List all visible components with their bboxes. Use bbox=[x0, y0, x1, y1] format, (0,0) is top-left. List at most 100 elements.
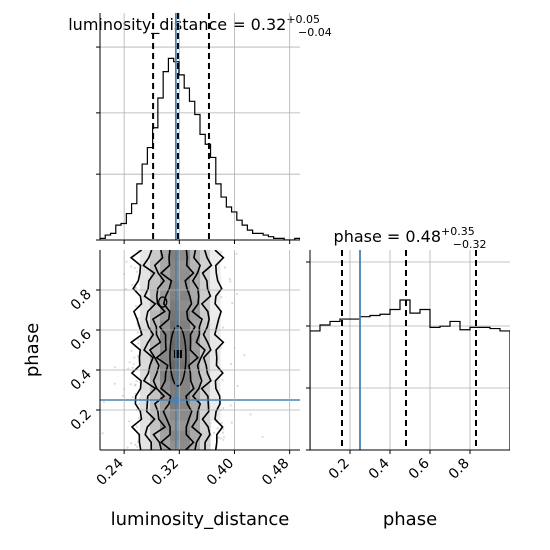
scatter-point bbox=[138, 402, 141, 405]
scatter-point bbox=[131, 283, 134, 287]
title-ld-sub: −0.04 bbox=[298, 26, 332, 39]
scatter-point bbox=[136, 445, 139, 448]
density-cell bbox=[160, 400, 171, 411]
scatter-point bbox=[134, 443, 137, 446]
scatter-point bbox=[129, 383, 132, 386]
scatter-point bbox=[229, 404, 232, 407]
xtick2d-label-2: 0.40 bbox=[204, 456, 237, 489]
density-cell bbox=[140, 350, 151, 361]
y-axis-label-phase: phase bbox=[22, 323, 43, 377]
density-cell bbox=[210, 290, 221, 301]
scatter-point bbox=[135, 379, 138, 383]
density-cell bbox=[160, 350, 171, 361]
scatter-point bbox=[134, 304, 137, 308]
density-cell bbox=[180, 290, 191, 301]
density-cell bbox=[160, 320, 171, 331]
truth-marker bbox=[172, 397, 179, 403]
scatter-point bbox=[137, 342, 140, 345]
density-cell bbox=[180, 320, 191, 331]
histogram-clip bbox=[100, 13, 300, 240]
density-cell bbox=[190, 360, 201, 371]
phase-vs-luminosity-distance-panel: 0.24 0.32 0.40 0.48 0.2 0.4 0.6 0.8 bbox=[68, 250, 300, 489]
ytick2d-label-3: 0.8 bbox=[68, 287, 95, 314]
scatter-point bbox=[222, 406, 225, 410]
density-cell bbox=[190, 310, 201, 321]
density-cell bbox=[140, 360, 151, 371]
density-cell bbox=[150, 310, 161, 321]
density-cell bbox=[200, 330, 211, 341]
contours bbox=[129, 250, 225, 450]
density-cell bbox=[210, 250, 221, 261]
density-cell bbox=[210, 390, 221, 401]
contour-left-3 bbox=[155, 250, 173, 450]
scatter-point bbox=[138, 416, 141, 419]
density-cell bbox=[140, 390, 151, 401]
x-axis-label-luminosity-distance: luminosity_distance bbox=[111, 509, 290, 530]
density-cell bbox=[140, 260, 151, 271]
xtick2d-label-1: 0.32 bbox=[149, 456, 182, 489]
density-cell bbox=[200, 320, 211, 331]
scatter-point bbox=[121, 394, 124, 397]
luminosity-distance-histogram bbox=[96, 13, 300, 244]
density-cell bbox=[190, 380, 201, 391]
contour-right-2 bbox=[190, 250, 206, 450]
density-cell bbox=[180, 440, 191, 450]
scatter-point bbox=[236, 384, 239, 388]
contour-left-0 bbox=[129, 250, 143, 450]
density-cell bbox=[190, 260, 201, 271]
density-cell bbox=[180, 410, 191, 421]
scatter-point bbox=[129, 442, 133, 445]
density-cell bbox=[190, 430, 201, 441]
density-cell bbox=[140, 320, 151, 331]
density-cell bbox=[210, 280, 221, 291]
histogram-step bbox=[100, 57, 300, 240]
density-cell bbox=[190, 270, 201, 281]
density-cell bbox=[180, 260, 191, 271]
density-cell bbox=[200, 390, 211, 401]
density-cell bbox=[190, 420, 201, 431]
density-cell bbox=[190, 340, 201, 351]
histogram-clip bbox=[310, 250, 510, 450]
density-clip bbox=[100, 250, 300, 450]
scatter-point bbox=[222, 438, 225, 441]
density-cell bbox=[140, 270, 151, 281]
density-cell bbox=[180, 330, 191, 341]
density-cell bbox=[160, 280, 171, 291]
scatter-point bbox=[136, 331, 139, 334]
density-cell bbox=[180, 370, 191, 381]
scatter-point bbox=[243, 354, 246, 357]
density-cell bbox=[180, 430, 191, 441]
density-cell bbox=[160, 390, 171, 401]
scatter-point bbox=[249, 413, 252, 416]
density-cell bbox=[190, 250, 201, 261]
scatter-point bbox=[228, 277, 231, 281]
density-cell bbox=[150, 300, 161, 311]
histogram-step bbox=[310, 299, 510, 450]
title-ph-base: phase = 0.48 bbox=[334, 227, 441, 246]
xtick-label-1: 0.4 bbox=[366, 455, 393, 482]
phase-histogram: 0.2 0.4 0.6 0.8 bbox=[306, 250, 510, 483]
density-cell bbox=[160, 290, 171, 301]
scatter-point bbox=[135, 425, 138, 428]
ytick2d-label-1: 0.4 bbox=[68, 366, 95, 393]
contour-small-loop bbox=[158, 296, 168, 308]
density-cell bbox=[140, 420, 151, 431]
density-cell bbox=[140, 300, 151, 311]
scatter-point bbox=[220, 296, 223, 299]
density-cell bbox=[140, 250, 151, 261]
scatter-point bbox=[235, 292, 239, 296]
scatter-point bbox=[220, 251, 223, 254]
density-cell bbox=[150, 430, 161, 441]
density-cell bbox=[180, 380, 191, 391]
density-cell bbox=[200, 280, 211, 291]
density-cell bbox=[160, 360, 171, 371]
density-cell bbox=[200, 300, 211, 311]
density-cell bbox=[140, 370, 151, 381]
scatter-point bbox=[131, 366, 134, 369]
scatter-point bbox=[133, 384, 136, 387]
density-cell bbox=[180, 400, 191, 411]
density-cell bbox=[200, 310, 211, 321]
scatter-point bbox=[134, 383, 137, 386]
contour-inner-loop bbox=[169, 325, 187, 387]
xtick2d-label-0: 0.24 bbox=[94, 455, 127, 488]
